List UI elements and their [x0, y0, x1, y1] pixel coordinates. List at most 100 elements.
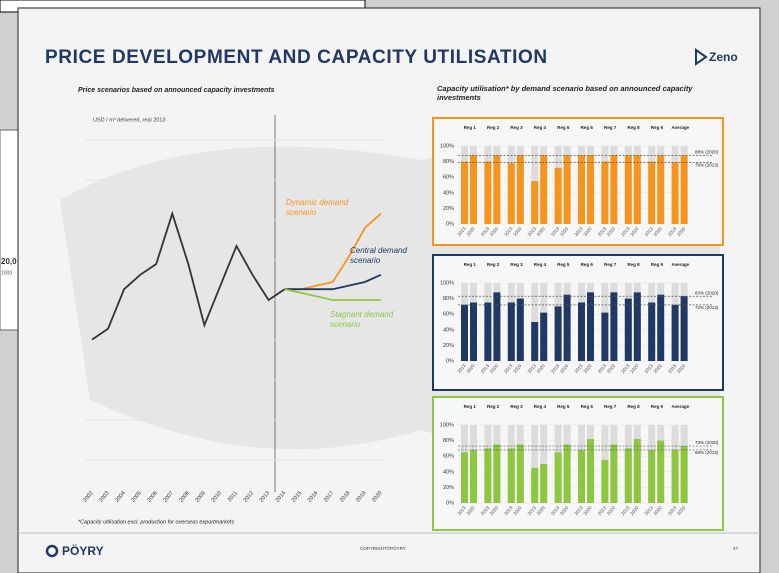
y-tick-label: 0% — [446, 358, 454, 364]
logo: Zeno — [709, 50, 738, 64]
bar-year-label: 2013 — [550, 363, 561, 374]
bar-year-label: 2020 — [676, 226, 687, 237]
bar — [633, 155, 641, 224]
bar — [624, 448, 632, 503]
bar — [470, 302, 477, 361]
bar-year-label: 2020 — [536, 363, 547, 374]
bar — [507, 302, 515, 361]
category-label: Reg 1 — [464, 262, 477, 267]
y-tick-label: 60% — [443, 312, 454, 318]
bar-year-label: 2020 — [536, 505, 547, 516]
category-label: Reg 1 — [464, 404, 477, 409]
series-label: Central demand scenario — [350, 246, 407, 265]
category-label: Reg 9 — [651, 262, 664, 267]
category-label: Reg 8 — [627, 125, 640, 130]
bar — [493, 155, 501, 224]
bar-year-label: 2013 — [480, 505, 491, 516]
bar-year-label: 2013 — [456, 226, 467, 237]
bar-year-label: 2020 — [465, 505, 476, 516]
bar — [680, 296, 688, 361]
copyright: COPYRIGHT©PÖYRY — [360, 545, 406, 551]
bar-year-label: 2020 — [489, 363, 500, 374]
y-tick-label: 0% — [446, 221, 454, 227]
reference-label: 68% (2013) — [695, 450, 719, 455]
category-label: Average — [672, 125, 690, 130]
y-tick-label: 60% — [443, 454, 454, 460]
bar — [624, 298, 632, 361]
series-label: Dynamic demand scenario — [286, 198, 349, 217]
y-tick-label: 20% — [443, 485, 454, 491]
bar — [554, 167, 562, 224]
bar — [657, 440, 665, 503]
bar-year-label: 2020 — [629, 505, 640, 516]
bar — [671, 162, 679, 224]
bar — [648, 161, 656, 224]
bar-year-label: 2013 — [456, 363, 467, 374]
bar-year-label: 2020 — [465, 226, 476, 237]
logo-mark — [695, 48, 708, 66]
bar — [484, 161, 492, 224]
back-window — [0, 129, 19, 331]
bar-year-label: 2020 — [653, 226, 664, 237]
line-series — [91, 210, 286, 341]
bar — [648, 449, 656, 503]
bar — [587, 439, 594, 503]
bar-year-label: 2013 — [480, 226, 491, 237]
category-label: Reg 5 — [557, 404, 570, 409]
bar-year-label: 2013 — [597, 363, 608, 374]
line-series — [284, 273, 382, 291]
bar-year-label: 2020 — [512, 363, 523, 374]
category-label: Reg 6 — [581, 404, 594, 409]
bar-year-label: 2013 — [550, 505, 561, 516]
bar-year-label: 2013 — [503, 226, 514, 237]
y-tick-label: 40% — [443, 469, 454, 475]
slide-title: PRICE DEVELOPMENT AND CAPACITY UTILISATI… — [45, 47, 548, 68]
category-label: Reg 8 — [627, 262, 640, 267]
bar — [540, 155, 548, 224]
bar — [484, 302, 492, 361]
bar-year-label: 2013 — [667, 505, 678, 516]
bar-year-label: 2013 — [644, 363, 655, 374]
bar — [470, 449, 477, 503]
y-label: USD / m³ delivered, real 2013 — [93, 117, 165, 123]
bar — [493, 292, 501, 361]
bar — [507, 163, 515, 224]
bar — [554, 306, 562, 361]
footer-logo: PÖYRY — [62, 543, 104, 558]
bar — [680, 446, 688, 503]
bar — [671, 304, 679, 361]
bar-year-label: 2013 — [527, 363, 538, 374]
category-label: Reg 6 — [581, 262, 594, 267]
y-tick-label: 100% — [440, 143, 454, 149]
bar — [461, 304, 468, 361]
capacity-bg — [531, 425, 539, 503]
bar — [578, 302, 585, 361]
bar — [554, 452, 562, 503]
bar-year-label: 2013 — [573, 226, 584, 237]
bar-year-label: 2020 — [582, 226, 593, 237]
bar-year-label: 2013 — [573, 363, 584, 374]
bar — [531, 181, 539, 224]
y-tick-label: 40% — [443, 190, 454, 196]
bar — [563, 155, 571, 224]
bar-year-label: 2020 — [676, 505, 687, 516]
reference-label: 88% (2020) — [695, 150, 719, 155]
bar-year-label: 2020 — [512, 226, 523, 237]
bar-year-label: 2013 — [527, 226, 538, 237]
category-label: Reg 4 — [534, 262, 547, 267]
bar-year-label: 2020 — [629, 226, 640, 237]
bar-year-label: 2020 — [489, 505, 500, 516]
bar-year-label: 2020 — [559, 226, 570, 237]
bar-year-label: 2020 — [559, 363, 570, 374]
bar-year-label: 2013 — [573, 505, 584, 516]
page-number: 47 — [733, 546, 739, 551]
category-label: Reg 2 — [487, 404, 500, 409]
bar-year-label: 2013 — [597, 226, 608, 237]
bar — [610, 444, 618, 503]
bar-year-label: 2020 — [676, 363, 687, 374]
category-label: Reg 5 — [557, 262, 570, 267]
bar — [624, 155, 632, 224]
bar — [516, 155, 524, 224]
